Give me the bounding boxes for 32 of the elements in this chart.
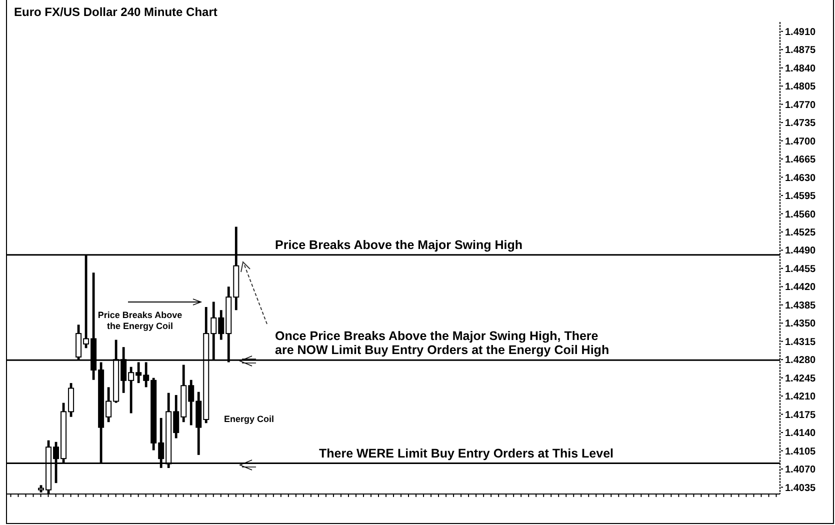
y-tick-label: 1.4455 — [785, 264, 816, 275]
y-tick-label: 1.4770 — [785, 100, 816, 111]
y-tick-label: 1.4490 — [785, 246, 816, 257]
y-tick-label: 1.4735 — [785, 118, 816, 130]
y-tick-label: 1.4385 — [785, 300, 816, 312]
ref-line-label: Price Breaks Above the Major Swing High — [275, 238, 523, 252]
ref-line-label: There WERE Limit Buy Entry Orders at This Level — [319, 446, 614, 460]
y-tick-label: 1.4140 — [785, 428, 816, 440]
y-tick-label: 1.4525 — [785, 228, 816, 238]
annotation: Price Breaks Above the Energy Coil — [98, 310, 182, 331]
y-tick-label: 1.4595 — [785, 191, 816, 202]
y-tick-label: 1.4175 — [785, 410, 816, 421]
y-tick-label: 1.4630 — [785, 172, 816, 184]
y-tick-label: 1.4070 — [785, 464, 816, 476]
y-tick-label: 1.4210 — [785, 392, 816, 403]
y-tick-label: 1.4315 — [785, 336, 816, 348]
y-tick-label: 1.4665 — [785, 154, 816, 166]
ref-line-label: Once Price Breaks Above the Major Swing High, There are NOW Limit Buy Entry Orders at the Energy Coil High — [275, 329, 610, 358]
annotation: Energy Coil — [224, 414, 274, 424]
y-tick-label: 1.4910 — [785, 26, 816, 38]
y-tick-label: 1.4420 — [785, 282, 816, 294]
y-tick-label: 1.4840 — [785, 63, 816, 74]
y-tick-label: 1.4105 — [785, 446, 816, 458]
y-tick-label: 1.4700 — [785, 136, 816, 148]
y-tick-label: 1.4245 — [785, 373, 816, 384]
y-tick-label: 1.4560 — [785, 209, 816, 220]
y-tick-label: 1.4035 — [785, 482, 816, 494]
y-tick-label: 1.4805 — [785, 82, 816, 93]
chart-title: Euro FX/US Dollar 240 Minute Chart — [14, 5, 218, 19]
y-tick-label: 1.4350 — [785, 318, 816, 330]
y-tick-label: 1.4280 — [785, 355, 816, 366]
y-tick-label: 1.4875 — [785, 45, 816, 56]
